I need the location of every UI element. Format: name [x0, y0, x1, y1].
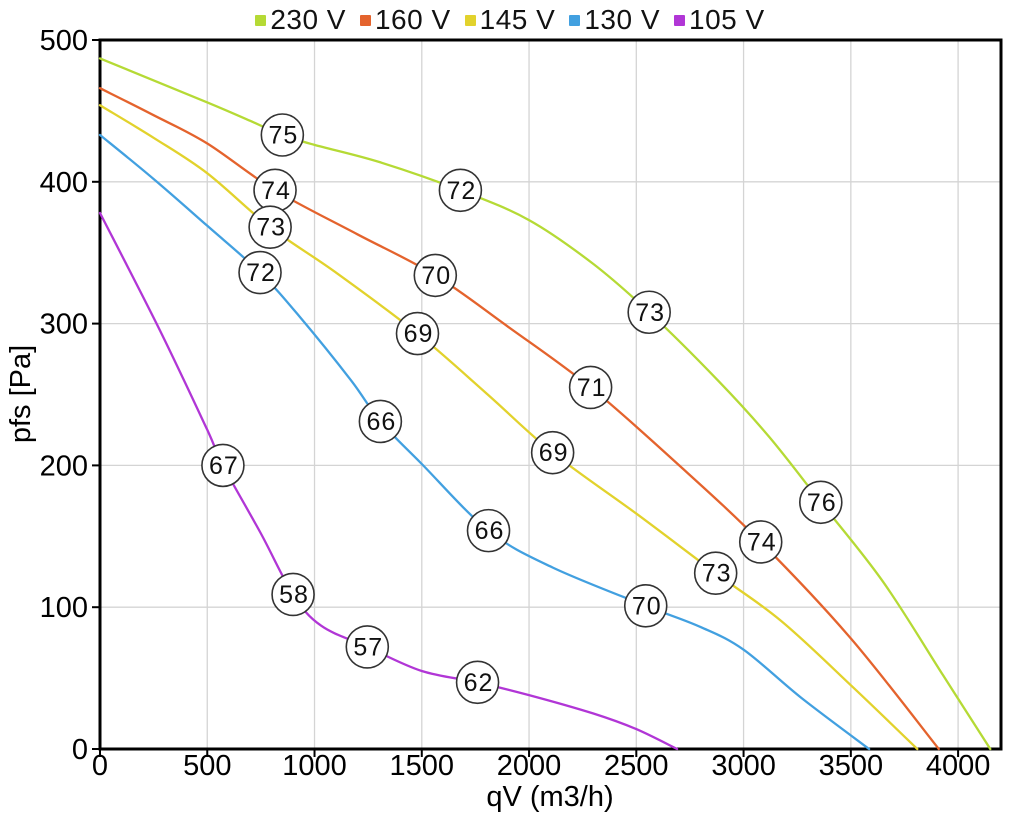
legend-item-130-v: 130 V	[569, 4, 660, 36]
value-bubble	[201, 443, 245, 488]
legend-swatch	[464, 14, 476, 26]
value-bubble-label: 73	[256, 214, 286, 242]
legend-swatch	[255, 14, 267, 26]
x-axis-title: qV (m3/h)	[486, 781, 613, 813]
curve-105-v	[98, 211, 679, 751]
value-bubble	[738, 520, 783, 564]
value-bubble-label: 58	[279, 581, 309, 609]
value-bubble	[455, 660, 500, 705]
value-bubble-label: 69	[539, 439, 569, 467]
value-bubble-label: 75	[268, 122, 298, 150]
legend-item-160-v: 160 V	[359, 4, 451, 36]
value-bubble	[466, 508, 511, 553]
x-tick-label: 2000	[497, 750, 562, 782]
legend-swatch	[569, 14, 581, 26]
value-bubble-label: 62	[464, 669, 494, 697]
x-tick-label: 2500	[604, 750, 669, 782]
legend-label: 160 V	[374, 4, 451, 35]
y-tick-label: 400	[40, 167, 88, 199]
legend-label: 230 V	[270, 4, 346, 35]
value-bubble-label: 72	[246, 259, 276, 287]
value-bubble-label: 74	[747, 528, 777, 556]
value-bubble-label: 71	[577, 374, 607, 402]
gridlines	[100, 40, 1001, 749]
curve-value-bubbles: 75 72 73 76 74 70 71 74 73 69 69 73 72 66 66 70 67 58 57 62	[201, 113, 843, 705]
value-bubble	[271, 572, 315, 617]
legend-label: 145 V	[479, 4, 556, 35]
legend-swatch	[674, 14, 685, 26]
value-bubble-label: 66	[475, 517, 505, 545]
curve-160-v	[98, 87, 940, 751]
value-bubble	[568, 365, 613, 410]
value-bubble	[260, 113, 305, 157]
value-bubble	[623, 583, 668, 628]
legend-label: 105 V	[689, 4, 765, 35]
x-tick-label: 1000	[282, 750, 347, 782]
value-bubble-label: 73	[635, 299, 665, 327]
value-bubble	[627, 290, 671, 335]
curve-130-v	[98, 133, 871, 751]
value-bubble	[413, 253, 458, 298]
legend-item-145-v: 145 V	[464, 4, 556, 36]
legend-swatch	[359, 14, 371, 26]
x-tick-label: 3000	[711, 750, 776, 782]
value-bubble	[798, 480, 843, 525]
y-tick-label: 500	[40, 25, 88, 57]
value-bubble-label: 76	[807, 489, 837, 517]
value-bubble	[693, 551, 738, 595]
y-tick-label: 100	[40, 592, 88, 624]
x-tick-label: 4000	[926, 750, 991, 782]
x-tick-label: 500	[183, 750, 231, 782]
value-bubble-label: 69	[404, 320, 434, 348]
plot-border	[98, 38, 1003, 751]
value-bubble	[248, 205, 292, 249]
value-bubble-label: 74	[261, 177, 291, 205]
curve-145-v	[98, 104, 919, 751]
plot-frame	[98, 38, 1003, 751]
value-bubble-label: 70	[632, 592, 662, 620]
value-bubble-label: 66	[366, 408, 396, 436]
curves	[98, 57, 992, 751]
value-bubble	[438, 168, 483, 213]
value-bubble-label: 67	[209, 452, 239, 480]
x-tick-label: 0	[92, 750, 108, 782]
chart-legend: 230 V 160 V 145 V 130 V 105 V	[0, 4, 1020, 36]
value-bubble	[238, 250, 282, 295]
value-bubble	[395, 311, 440, 356]
value-bubble	[345, 625, 390, 669]
value-bubble-label: 57	[353, 633, 383, 661]
y-tick-label: 0	[72, 734, 88, 766]
y-tick-label: 300	[40, 309, 88, 341]
legend-item-230-v: 230 V	[255, 4, 346, 36]
y-tick-label: 200	[40, 450, 88, 482]
value-bubble-label: 72	[446, 177, 476, 205]
legend-label: 130 V	[584, 4, 660, 35]
tick-labels: 0 500 1000 1500 2000 2500 3000 3500 4000 0 100 200 3…	[40, 25, 991, 782]
y-axis-title: pfs [Pa]	[5, 345, 37, 443]
legend-item-105-v: 105 V	[674, 4, 765, 36]
x-tick-label: 1500	[390, 750, 455, 782]
value-bubble	[358, 399, 403, 444]
value-bubble	[530, 430, 575, 475]
axis-ticks	[92, 39, 960, 757]
value-bubble-label: 70	[421, 262, 451, 290]
value-bubble-label: 73	[702, 560, 732, 588]
x-tick-label: 3500	[819, 750, 884, 782]
